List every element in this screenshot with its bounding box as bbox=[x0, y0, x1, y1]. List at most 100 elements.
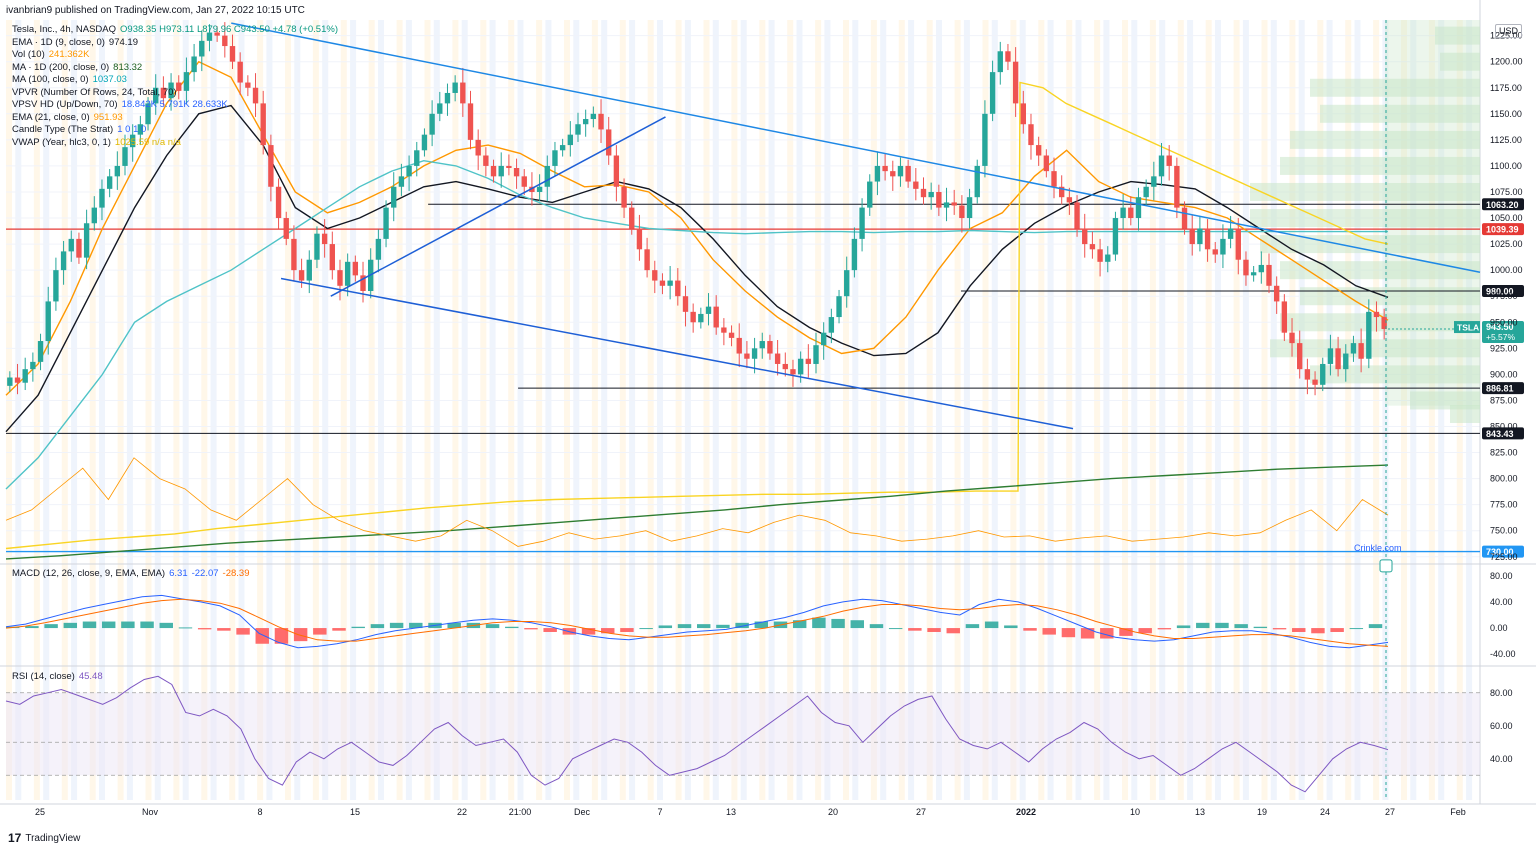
candle-body bbox=[513, 168, 520, 177]
session-stripe bbox=[1103, 20, 1110, 800]
candle-body bbox=[606, 129, 612, 156]
macd-histogram-bar bbox=[1157, 628, 1172, 630]
session-stripe bbox=[1187, 20, 1194, 800]
candle-body bbox=[76, 238, 82, 258]
session-stripe bbox=[238, 20, 245, 800]
volume-profile-bar bbox=[1280, 156, 1480, 175]
macd-histogram-bar bbox=[1196, 622, 1210, 629]
trendline-rising-wedge bbox=[330, 116, 666, 297]
session-stripe bbox=[750, 20, 756, 800]
level-label: 980.00 bbox=[1486, 287, 1514, 297]
session-stripe bbox=[266, 20, 273, 800]
session-stripe bbox=[1373, 20, 1380, 800]
candle-body bbox=[475, 139, 481, 156]
series-line-vwap-year- bbox=[5, 81, 1389, 550]
candle-body bbox=[813, 345, 819, 364]
last-price-bg bbox=[1482, 321, 1524, 344]
candle-body bbox=[820, 332, 827, 346]
session-stripe bbox=[498, 20, 505, 800]
candle-body bbox=[437, 103, 443, 114]
price-tick-label: 875.00 bbox=[1490, 395, 1518, 405]
session-stripe bbox=[1270, 20, 1277, 800]
candle-body bbox=[306, 259, 312, 281]
candle-body bbox=[314, 233, 320, 260]
legend-row-ema9[interactable]: EMA · 1D (9, close, 0) 974.19 bbox=[12, 36, 138, 48]
candle-body bbox=[1174, 165, 1180, 208]
level-label-bg bbox=[1482, 223, 1524, 236]
candle-body bbox=[145, 103, 151, 125]
session-stripe bbox=[1233, 20, 1240, 800]
candle-body bbox=[521, 176, 527, 187]
session-stripe bbox=[954, 20, 961, 800]
candle-body bbox=[99, 188, 105, 208]
candle-body bbox=[774, 353, 781, 364]
candle-body bbox=[959, 205, 965, 219]
session-stripe bbox=[1224, 20, 1231, 800]
trendlines[interactable] bbox=[231, 22, 1481, 430]
series-line-ma-100- bbox=[5, 159, 1388, 490]
macd-histogram-bar bbox=[792, 620, 807, 629]
macd-histogram-bar bbox=[1234, 624, 1248, 629]
legend-row-vpvr[interactable]: VPVR (Number Of Rows, 24, Total, 70) bbox=[12, 86, 177, 98]
macd-histogram-bar bbox=[581, 628, 596, 635]
candle-body bbox=[1250, 272, 1257, 276]
macd-histogram-bar bbox=[1080, 628, 1095, 639]
candle-body bbox=[160, 87, 167, 99]
legend-row-vpsv[interactable]: VPSV HD (Up/Down, 70) 18.842K 5.791K 28.6… bbox=[12, 99, 228, 110]
session-stripe bbox=[164, 20, 171, 800]
legend-row-strat[interactable]: Candle Type (The Strat) 1 0 1 0 bbox=[12, 124, 147, 135]
session-stripe bbox=[619, 20, 626, 800]
session-stripe bbox=[731, 20, 738, 800]
candle-body bbox=[498, 165, 504, 177]
legend-row-vol[interactable]: Vol (10) 241.362K bbox=[12, 49, 90, 60]
candle-body bbox=[1189, 228, 1195, 245]
session-stripe bbox=[443, 20, 450, 800]
session-stripe bbox=[1149, 20, 1156, 800]
session-stripe bbox=[1391, 20, 1398, 800]
candle-body bbox=[329, 244, 335, 271]
tradingview-footer[interactable]: 17 TradingView bbox=[8, 831, 80, 845]
candle-body bbox=[552, 150, 558, 166]
session-stripe bbox=[192, 20, 198, 800]
session-stripe bbox=[870, 20, 877, 800]
session-stripe bbox=[526, 20, 533, 800]
macd-legend[interactable]: MACD (12, 26, close, 9, EMA, EMA) 6.31 -22… bbox=[12, 568, 250, 579]
series-line-ema-1d-9- bbox=[5, 104, 1389, 433]
macd-tick-label: 40.00 bbox=[1490, 597, 1513, 607]
macd-histogram-bar bbox=[159, 622, 173, 629]
session-stripe bbox=[1047, 20, 1054, 800]
candle-body bbox=[1258, 264, 1265, 273]
price-tick-label: 725.00 bbox=[1490, 552, 1518, 562]
legend-row-ma100[interactable]: MA (100, close, 0) 1037.03 bbox=[12, 74, 127, 85]
legend-row-ma200[interactable]: MA · 1D (200, close, 0) 813.32 bbox=[12, 61, 143, 73]
candle-body bbox=[483, 155, 489, 166]
legend-row-ema21[interactable]: EMA (21, close, 0) 951.93 bbox=[12, 111, 123, 123]
candle-body bbox=[943, 202, 950, 208]
level-label-bg bbox=[1482, 382, 1524, 395]
macd-histogram-bar bbox=[812, 617, 826, 629]
candle-body bbox=[452, 82, 458, 93]
macd-histogram-bar bbox=[1119, 628, 1133, 636]
currency-badge[interactable]: USD bbox=[1494, 24, 1522, 38]
time-axis[interactable]: 25 Nov 8 15 22 21:00 Dec 7 13 20 27 2022 10 13 19 24 27 F… bbox=[35, 807, 1466, 817]
price-axis[interactable]: 725.00 750.00 775.00 800.00 825.00 850.00 875.… bbox=[1490, 31, 1523, 562]
macd-histogram-bar bbox=[754, 621, 769, 629]
session-stripe bbox=[229, 20, 236, 800]
rsi-legend[interactable]: RSI (14, close) 45.48 bbox=[12, 671, 103, 682]
volume-profile-bar bbox=[1410, 391, 1480, 410]
macd-macd-line bbox=[5, 594, 1389, 649]
legend-row-vwap[interactable]: VWAP (Year, hlc3, 0, 1) 1025.59 n/a n/a bbox=[12, 136, 181, 148]
time-tick-label: 20 bbox=[828, 807, 838, 817]
candle-body bbox=[1143, 186, 1149, 198]
legend-row-symbol[interactable]: Tesla, Inc., 4h, NASDAQ O938.35 H973.11 L… bbox=[12, 24, 338, 35]
session-stripe bbox=[359, 20, 366, 800]
macd-histogram-bar bbox=[946, 628, 960, 634]
macd-histogram-bar bbox=[1176, 625, 1191, 629]
candle-body bbox=[728, 332, 735, 338]
level-label-bg bbox=[1482, 545, 1524, 558]
indicator-lines bbox=[5, 60, 1389, 560]
macd-histogram-bar bbox=[601, 628, 615, 634]
symbol-tag-text: TSLA bbox=[1457, 323, 1479, 333]
price-tick-label: 750.00 bbox=[1490, 526, 1518, 536]
